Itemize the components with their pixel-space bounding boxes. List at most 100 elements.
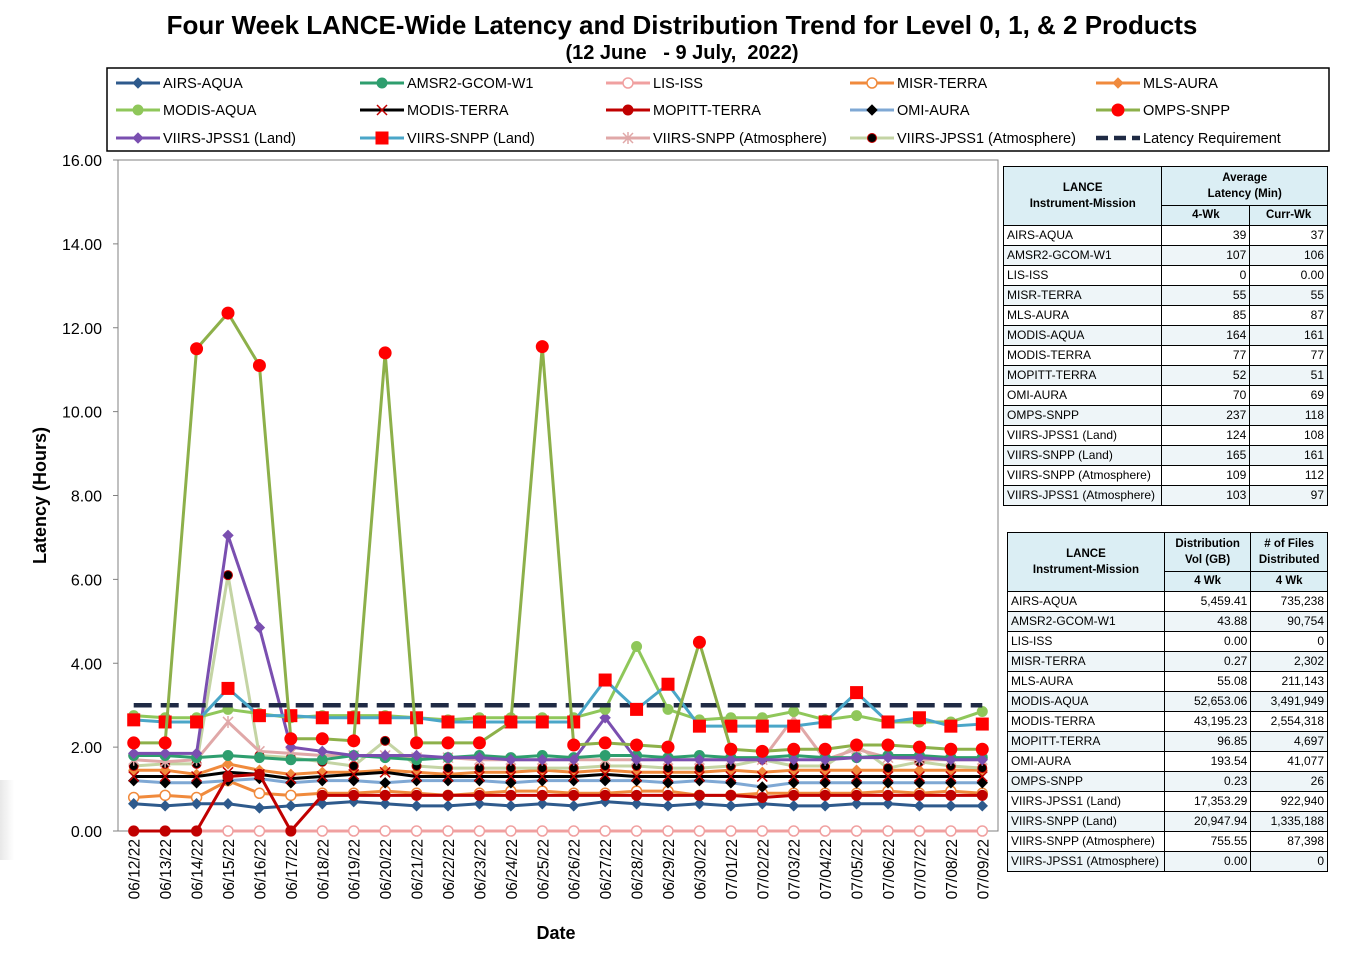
data-point [159,777,171,789]
data-point [473,825,486,837]
x-tick-label: 06/20/22 [378,839,395,899]
table-row: MODIS-AQUA 164 161 [1002,325,1328,346]
data-point [850,751,863,764]
table-row: VIIRS-SNPP (Atmosphere) 755.55 87,398 [1007,831,1328,852]
y-tick-label: 4.00 [71,656,102,673]
latency-table: LANCE Instrument-Mission Average Latency (M… [1002,166,1328,506]
series-line [133,772,983,834]
data-point [128,798,140,810]
table-row: AMSR2-GCOM-W1 43.88 90,754 [1007,611,1328,632]
data-point [284,732,298,746]
y-axis-label: Latency (Hours) [30,427,50,564]
data-point [756,791,768,803]
header-average-latency: Average Latency (Min) [1161,166,1328,206]
header-curr-wk: Curr-Wk [1249,205,1328,226]
table-row: VIIRS-SNPP (Atmosphere) 109 112 [1002,465,1328,486]
data-point [882,789,894,801]
data-point [945,753,957,766]
x-tick-label: 07/08/22 [944,839,961,899]
series-line [133,762,983,776]
latency-curr-wk: 55 [1249,285,1328,306]
left-edge-shade [0,780,14,860]
data-point [976,777,988,789]
data-point [410,736,424,750]
x-tick-label: 06/23/22 [472,839,489,899]
data-point [976,789,988,801]
data-point [630,798,643,810]
legend-item: OMPS-SNPP [1096,103,1230,119]
data-point [945,825,957,837]
instrument-name: VIIRS-JPSS1 (Atmosphere) [1002,485,1163,506]
instrument-name: VIIRS-SNPP (Land) [1002,445,1163,466]
data-point [505,753,517,766]
data-point [945,800,957,812]
legend-swatch-marker [622,132,634,144]
data-point [159,789,171,802]
latency-4wk: 85 [1161,305,1251,326]
instrument-name: MODIS-AQUA [1007,691,1165,712]
table-row: VIIRS-JPSS1 (Land) 124 108 [1002,425,1328,446]
data-point [787,825,800,837]
instrument-name: OMPS-SNPP [1002,405,1163,426]
data-point [223,570,233,581]
table-row: MOPITT-TERRA 96.85 4,697 [1007,731,1328,752]
x-tick-label: 06/27/22 [598,839,615,899]
legend-item: MODIS-TERRA [360,103,509,119]
data-point [693,798,706,810]
data-point [692,635,706,649]
legend-swatch-marker [1112,77,1124,89]
data-point [505,777,517,789]
latency-4wk: 237 [1161,405,1251,426]
data-point [473,798,486,810]
data-point [315,711,329,725]
data-point [755,719,769,733]
data-point [285,754,297,766]
data-point [818,742,832,756]
legend-label: MOPITT-TERRA [653,103,761,119]
x-tick-label: 07/01/22 [724,839,741,899]
data-point [158,736,172,750]
instrument-name: OMI-AURA [1007,751,1165,772]
instrument-name: MOPITT-TERRA [1007,731,1165,752]
data-point [536,753,548,766]
data-point [505,789,517,801]
instrument-name: MLS-AURA [1002,305,1163,326]
data-point [819,777,831,789]
data-point [850,686,864,700]
data-point [442,770,454,783]
data-point [347,711,361,725]
table-row: LANCE Instrument-Mission Average Latency (M… [1002,166,1328,226]
data-point [410,749,423,762]
latency-curr-wk: 106 [1249,245,1328,266]
data-point [661,740,675,754]
data-point [505,770,517,783]
header-files-distributed: # of Files Distributed [1250,532,1328,572]
data-point [411,770,423,783]
y-tick-label: 12.00 [62,321,102,338]
x-tick-label: 07/05/22 [850,839,867,899]
data-point [348,774,360,787]
data-point [976,800,988,812]
files-distributed: 735,238 [1250,591,1328,612]
data-point [504,715,518,729]
x-tick-label: 06/14/22 [190,839,207,899]
data-point [442,825,454,837]
data-point [913,751,926,764]
distribution-volume: 0.27 [1163,651,1252,672]
data-point [788,770,800,783]
data-point [944,742,958,756]
data-point [536,798,548,810]
latency-curr-wk: 161 [1249,445,1328,466]
data-point [725,800,737,812]
instrument-name: VIIRS-JPSS1 (Land) [1002,425,1163,446]
table-row: OMI-AURA 70 69 [1002,385,1328,406]
legend-item: VIIRS-SNPP (Land) [360,131,535,147]
data-point [379,825,391,837]
legend-label: VIIRS-JPSS1 (Land) [163,131,296,147]
legend-label: AMSR2-GCOM-W1 [407,76,533,92]
instrument-name: MLS-AURA [1007,671,1165,692]
data-point [851,710,863,722]
data-point [190,747,203,760]
data-point [725,825,737,837]
data-point [819,789,831,801]
